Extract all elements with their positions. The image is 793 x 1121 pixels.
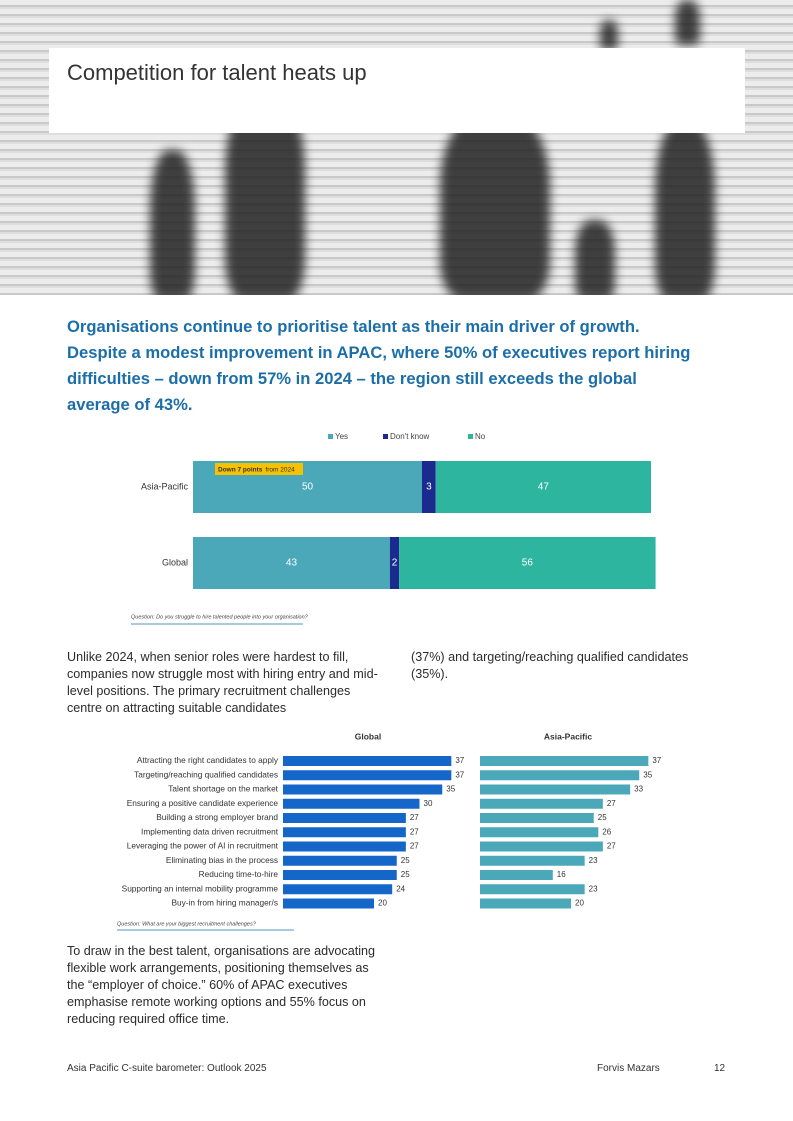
value-label: 25 [401, 856, 410, 865]
photo-figure [655, 120, 715, 295]
chart-note: Question: What are your biggest recruitm… [117, 921, 257, 927]
value-label: 16 [557, 870, 566, 879]
value-label: 50 [302, 482, 314, 493]
category-label: Buy-in from hiring manager/s [171, 898, 278, 908]
bar [283, 827, 406, 838]
value-label: 37 [652, 756, 661, 765]
value-label: 25 [401, 870, 410, 879]
bar-segment [422, 461, 436, 513]
value-label: 25 [598, 813, 607, 822]
chart-note: Question: Do you struggle to hire talent… [131, 614, 309, 620]
bar [283, 884, 393, 895]
annotation-bold: Down 7 points [218, 466, 263, 473]
bar [480, 841, 603, 852]
category-label: Talent shortage on the market [168, 784, 278, 794]
value-label: 47 [538, 482, 550, 493]
bar [480, 813, 594, 823]
photo-figure [675, 0, 700, 45]
title-box: Competition for talent heats up [49, 48, 745, 133]
bar [480, 898, 571, 909]
bar [480, 870, 553, 880]
category-label: Supporting an internal mobility programm… [122, 883, 279, 893]
legend-label: No [475, 432, 486, 441]
bar-segment [435, 461, 651, 513]
category-label: Building a strong employer brand [156, 812, 278, 822]
value-label: 20 [575, 899, 584, 908]
bar [480, 756, 649, 766]
value-label: 2 [392, 558, 398, 569]
bar [283, 898, 374, 909]
value-label: 27 [607, 842, 616, 851]
value-label: 35 [446, 785, 455, 794]
value-label: 24 [396, 884, 405, 893]
value-label: 35 [643, 770, 652, 779]
panel-title: Asia-Pacific [544, 731, 592, 741]
bar [480, 770, 640, 781]
value-label: 27 [607, 799, 616, 808]
bar [283, 756, 452, 766]
bar [283, 855, 397, 866]
value-label: 3 [426, 482, 432, 493]
footer-brand: Forvis Mazars [597, 1063, 660, 1074]
body-text: (37%) and targeting/reaching qualified c… [411, 650, 689, 681]
body-text: Unlike 2024, when senior roles were hard… [67, 650, 378, 715]
category-label: Global [162, 557, 188, 567]
bar [283, 841, 406, 852]
category-label: Attracting the right candidates to apply [137, 755, 279, 765]
category-label: Ensuring a positive candidate experience [127, 798, 279, 808]
category-label: Leveraging the power of AI in recruitmen… [127, 841, 279, 851]
value-label: 33 [634, 785, 643, 794]
value-label: 43 [286, 558, 298, 569]
panel-title: Global [355, 731, 381, 741]
bar [283, 813, 406, 823]
value-label: 56 [522, 558, 534, 569]
category-label: Reducing time-to-hire [199, 869, 279, 879]
legend-label: Yes [335, 432, 348, 441]
bar-segment [389, 537, 400, 589]
photo-figure [150, 150, 195, 295]
bar [480, 855, 585, 866]
bar [283, 784, 443, 795]
photo-figure [600, 20, 618, 50]
bar [283, 870, 397, 880]
value-label: 23 [589, 884, 598, 893]
bar [283, 798, 420, 809]
value-label: 26 [602, 827, 611, 836]
page-number: 12 [714, 1063, 726, 1074]
value-label: 27 [410, 842, 419, 851]
legend-swatch [383, 434, 388, 439]
bar [480, 827, 599, 838]
bar-segment [399, 537, 656, 589]
annotation-box [215, 463, 303, 475]
category-label: Asia-Pacific [141, 481, 189, 491]
category-label: Eliminating bias in the process [166, 855, 278, 865]
value-label: 30 [424, 799, 433, 808]
body-text: To draw in the best talent, organisation… [67, 944, 376, 1026]
category-label: Implementing data driven recruitment [141, 826, 279, 836]
category-label: Targeting/reaching qualified candidates [134, 769, 278, 779]
legend-swatch [328, 434, 333, 439]
bar [480, 784, 631, 795]
value-label: 37 [455, 756, 464, 765]
bar [480, 798, 603, 809]
legend-swatch [468, 434, 473, 439]
footer-left: Asia Pacific C-suite barometer: Outlook … [67, 1063, 267, 1074]
value-label: 20 [378, 899, 387, 908]
bar-segment [193, 537, 390, 589]
annotation-text: from 2024 [265, 466, 295, 473]
bar [283, 770, 452, 781]
page-title: Competition for talent heats up [67, 60, 367, 85]
value-label: 27 [410, 813, 419, 822]
value-label: 37 [455, 770, 464, 779]
value-label: 27 [410, 827, 419, 836]
value-label: 23 [589, 856, 598, 865]
annotation: Down 7 points from 2024 [218, 466, 295, 473]
legend-label: Don't know [390, 432, 430, 441]
photo-figure [440, 110, 550, 295]
intro-text: Organisations continue to prioritise tal… [67, 317, 691, 414]
bar [480, 884, 585, 895]
photo-figure [575, 220, 615, 295]
